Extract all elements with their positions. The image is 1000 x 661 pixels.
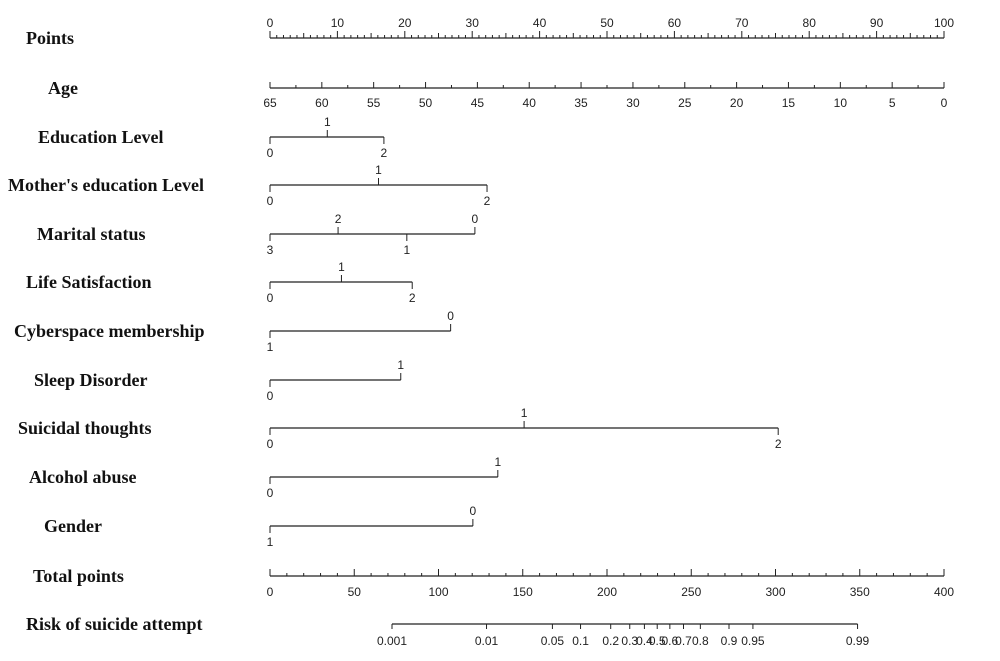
age-tick-label: 20 xyxy=(730,96,744,110)
life-satisfaction-label: Life Satisfaction xyxy=(26,272,152,292)
mother-s-education-level-tick-label: 2 xyxy=(484,194,491,208)
age-tick-label: 60 xyxy=(315,96,329,110)
total-points-tick-label: 400 xyxy=(934,585,954,599)
points-tick-label: 20 xyxy=(398,16,412,30)
alcohol-abuse-tick-label: 1 xyxy=(494,455,501,469)
risk-tick-label: 0.7 xyxy=(675,634,692,648)
risk-tick-label: 0.95 xyxy=(741,634,765,648)
marital-status-tick-label: 2 xyxy=(335,212,342,226)
points-tick-label: 50 xyxy=(600,16,614,30)
age-label: Age xyxy=(48,78,78,98)
risk-tick-label: 0.9 xyxy=(721,634,738,648)
gender-tick-label: 0 xyxy=(470,504,477,518)
risk-tick-label: 0.1 xyxy=(572,634,589,648)
age-tick-label: 0 xyxy=(941,96,948,110)
mother-s-education-level-tick-label: 0 xyxy=(267,194,274,208)
risk-tick-label: 0.05 xyxy=(541,634,565,648)
age-tick-label: 35 xyxy=(574,96,588,110)
mother-s-education-level-label: Mother's education Level xyxy=(8,175,204,195)
points-tick-label: 0 xyxy=(267,16,274,30)
risk-tick-label: 0.3 xyxy=(621,634,638,648)
risk-tick-label: 0.6 xyxy=(662,634,679,648)
age-tick-label: 65 xyxy=(263,96,277,110)
total-points-label: Total points xyxy=(33,566,124,586)
risk-tick-label: 0.001 xyxy=(377,634,407,648)
risk-tick-label: 0.2 xyxy=(602,634,619,648)
alcohol-abuse-tick-label: 0 xyxy=(267,486,274,500)
total-points-tick-label: 300 xyxy=(765,585,785,599)
sleep-disorder-tick-label: 0 xyxy=(267,389,274,403)
total-points-tick-label: 50 xyxy=(348,585,362,599)
points-tick-label: 10 xyxy=(331,16,345,30)
risk-tick-label: 0.8 xyxy=(692,634,709,648)
risk-tick-label: 0.4 xyxy=(636,634,653,648)
suicidal-thoughts-tick-label: 0 xyxy=(267,437,274,451)
points-label: Points xyxy=(26,28,74,48)
gender-tick-label: 1 xyxy=(267,535,274,549)
suicidal-thoughts-tick-label: 1 xyxy=(521,406,528,420)
alcohol-abuse-label: Alcohol abuse xyxy=(29,467,137,487)
points-tick-label: 40 xyxy=(533,16,547,30)
life-satisfaction-tick-label: 1 xyxy=(338,260,345,274)
total-points-tick-label: 0 xyxy=(267,585,274,599)
sleep-disorder-tick-label: 1 xyxy=(397,358,404,372)
education-level-tick-label: 1 xyxy=(324,115,331,129)
life-satisfaction-tick-label: 0 xyxy=(267,291,274,305)
age-tick-label: 55 xyxy=(367,96,381,110)
points-tick-label: 90 xyxy=(870,16,884,30)
cyberspace-membership-label: Cyberspace membership xyxy=(14,321,204,341)
risk-tick-label: 0.01 xyxy=(475,634,499,648)
age-tick-label: 30 xyxy=(626,96,640,110)
suicidal-thoughts-tick-label: 2 xyxy=(775,437,782,451)
points-tick-label: 100 xyxy=(934,16,954,30)
gender-label: Gender xyxy=(44,516,102,536)
education-level-tick-label: 2 xyxy=(381,146,388,160)
risk-tick-label: 0.5 xyxy=(649,634,666,648)
points-tick-label: 60 xyxy=(668,16,682,30)
marital-status-tick-label: 1 xyxy=(403,243,410,257)
cyberspace-membership-tick-label: 1 xyxy=(267,340,274,354)
suicidal-thoughts-label: Suicidal thoughts xyxy=(18,418,152,438)
points-tick-label: 70 xyxy=(735,16,749,30)
sleep-disorder-label: Sleep Disorder xyxy=(34,370,147,390)
age-tick-label: 25 xyxy=(678,96,692,110)
marital-status-tick-label: 3 xyxy=(267,243,274,257)
life-satisfaction-tick-label: 2 xyxy=(409,291,416,305)
risk-label: Risk of suicide attempt xyxy=(26,614,203,634)
points-tick-label: 80 xyxy=(803,16,817,30)
education-level-tick-label: 0 xyxy=(267,146,274,160)
age-tick-label: 10 xyxy=(834,96,848,110)
cyberspace-membership-tick-label: 0 xyxy=(447,309,454,323)
total-points-tick-label: 150 xyxy=(513,585,533,599)
points-tick-label: 30 xyxy=(466,16,480,30)
marital-status-tick-label: 0 xyxy=(472,212,479,226)
age-tick-label: 50 xyxy=(419,96,433,110)
mother-s-education-level-tick-label: 1 xyxy=(375,163,382,177)
education-level-label: Education Level xyxy=(38,127,164,147)
age-tick-label: 40 xyxy=(523,96,537,110)
age-tick-label: 5 xyxy=(889,96,896,110)
age-tick-label: 45 xyxy=(471,96,485,110)
total-points-tick-label: 350 xyxy=(850,585,870,599)
age-tick-label: 15 xyxy=(782,96,796,110)
risk-tick-label: 0.99 xyxy=(846,634,870,648)
total-points-tick-label: 100 xyxy=(428,585,448,599)
marital-status-label: Marital status xyxy=(37,224,145,244)
total-points-tick-label: 250 xyxy=(681,585,701,599)
total-points-tick-label: 200 xyxy=(597,585,617,599)
